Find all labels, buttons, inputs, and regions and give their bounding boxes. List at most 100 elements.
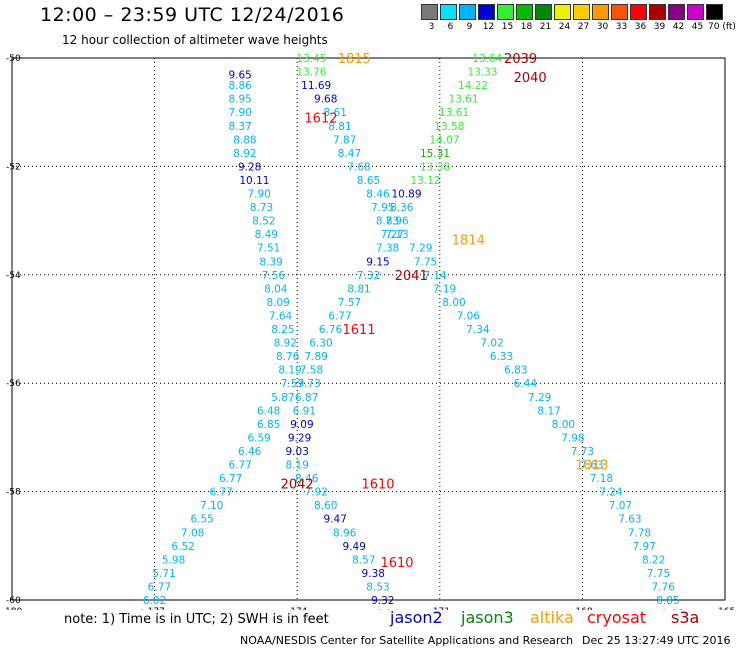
wave-height-label: 7.13 — [385, 229, 408, 241]
colorbar-swatch — [706, 4, 723, 20]
wave-height-label: 10.89 — [391, 189, 421, 201]
wave-height-label: 7.07 — [609, 500, 632, 512]
legend-item-jason3: jason3 — [461, 608, 514, 627]
wave-height-label: 8.53 — [366, 581, 389, 593]
y-tick-label: -60 — [6, 596, 21, 606]
colorbar-swatch — [554, 4, 571, 20]
wave-height-label: 6.91 — [293, 405, 316, 417]
wave-height-label: 13.38 — [420, 161, 450, 173]
pass-time-label: 1610 — [361, 477, 394, 492]
colorbar-swatch — [611, 4, 628, 20]
wave-height-label: 15.31 — [420, 148, 450, 160]
wave-height-label: 9.29 — [288, 432, 311, 444]
colorbar-label: 12 — [482, 22, 495, 32]
wave-height-label: 10.11 — [239, 175, 269, 187]
credit-line: NOAA/NESDIS Center for Satellite Applica… — [240, 634, 574, 647]
colorbar-label: 15 — [501, 22, 514, 32]
wave-height-label: 7.18 — [590, 473, 613, 485]
legend-item-cryosat: cryosat — [587, 608, 647, 627]
wave-height-label: 8.19 — [278, 365, 301, 377]
wave-height-label: 7.32 — [357, 270, 380, 282]
wave-height-label: 11.69 — [301, 80, 331, 92]
generation-timestamp: Dec 25 13:27:49 UTC 2016 — [582, 634, 731, 647]
wave-height-label: 8.61 — [324, 107, 347, 119]
wave-height-label: 7.89 — [305, 351, 328, 363]
wave-height-label: 8.60 — [314, 500, 337, 512]
map-subtitle: 12 hour collection of altimeter wave hei… — [62, 33, 328, 47]
wave-height-label: 8.04 — [264, 283, 288, 295]
colorbar-swatch — [421, 4, 438, 20]
wave-height-label: 8.46 — [295, 473, 319, 485]
wave-height-label: 7.29 — [528, 392, 551, 404]
wave-height-label: 14.22 — [458, 80, 488, 92]
wave-height-label: 9.68 — [314, 94, 337, 106]
pass-time-label: 1813 — [575, 459, 608, 474]
legend-item-s3a: s3a — [671, 608, 700, 627]
wave-height-label: 13.33 — [468, 67, 498, 79]
wave-height-label: 13.76 — [296, 67, 326, 79]
wave-height-label: 8.46 — [366, 189, 390, 201]
x-tick-label: -165 — [715, 607, 735, 610]
wave-height-label: 7.06 — [457, 310, 481, 322]
y-tick-label: -54 — [6, 271, 21, 281]
wave-height-label: 9.15 — [366, 256, 389, 268]
colorbar-swatch — [535, 4, 552, 20]
pass-time-label: 1815 — [338, 52, 371, 67]
wave-height-label: 7.98 — [561, 432, 584, 444]
wave-height-label: 8.22 — [642, 554, 665, 566]
plot-frame — [11, 57, 726, 601]
wave-height-label: 6.52 — [171, 541, 194, 553]
wave-height-label: 7.57 — [338, 297, 361, 309]
legend-item-altika: altika — [530, 608, 574, 627]
altimeter-map: -180 -177 -174 -171 -168 -165 -50 -52 -54 -56 -58 -… — [2, 52, 735, 610]
wave-height-label: 8.57 — [352, 554, 375, 566]
map-title: 12:00 – 23:59 UTC 12/24/2016 — [40, 4, 345, 26]
colorbar-label: 27 — [577, 22, 590, 32]
wave-height-label: 7.78 — [628, 527, 651, 539]
wave-height-label: 13.12 — [411, 175, 441, 187]
pass-time-label: 1611 — [342, 323, 375, 338]
wave-height-label: 8.00 — [552, 419, 575, 431]
colorbar-swatch — [687, 4, 704, 20]
colorbar-swatch — [516, 4, 533, 20]
pass-time-label: 1814 — [452, 234, 485, 249]
y-tick-label: -56 — [6, 379, 21, 389]
wave-height-label: 6.33 — [490, 351, 513, 363]
wave-height-label: 7.75 — [647, 568, 670, 580]
wave-height-label: 8.92 — [274, 338, 297, 350]
wave-height-label: 7.96 — [385, 216, 409, 228]
wave-height-label: 8.92 — [233, 148, 256, 160]
colorbar-swatch — [630, 4, 647, 20]
wave-height-label: 9.49 — [343, 541, 366, 553]
pass-time-label: 1610 — [380, 556, 413, 571]
x-tick-label: -171 — [430, 607, 450, 610]
wave-height-label: 8.52 — [252, 216, 275, 228]
wave-height-label: 8.15 — [661, 609, 684, 610]
wave-height-label: 7.68 — [347, 161, 370, 173]
colorbar-label: 30 — [596, 22, 609, 32]
wave-height-label: 6.87 — [295, 392, 318, 404]
wave-height-label: 7.64 — [269, 310, 293, 322]
wave-height-label: 8.76 — [276, 351, 300, 363]
colorbar-label: 33 — [615, 22, 628, 32]
wave-height-label: 7.24 — [599, 487, 623, 499]
colorbar-swatch — [459, 4, 476, 20]
wave-height-label: 7.08 — [181, 527, 204, 539]
wave-height-label: 6.77 — [228, 460, 251, 472]
x-tick-label: -174 — [287, 607, 308, 610]
colorbar-label: 21 — [539, 22, 552, 32]
x-tick-label: -180 — [2, 607, 23, 610]
wave-height-label: 8.85 — [656, 595, 679, 607]
wave-height-label: 7.34 — [466, 324, 490, 336]
wave-height-label: 7.19 — [433, 283, 456, 295]
x-tick-label: -177 — [144, 607, 164, 610]
wave-height-label: 8.81 — [347, 283, 370, 295]
colorbar-swatch — [592, 4, 609, 20]
wave-height-label: 9.09 — [290, 419, 313, 431]
wave-height-label: 8.47 — [338, 148, 361, 160]
wave-height-label: 8.96 — [333, 527, 357, 539]
y-tick-label: -52 — [6, 162, 21, 172]
wave-height-label: 7.95 — [371, 202, 394, 214]
pass-time-label: 2041 — [395, 269, 428, 284]
wave-height-label: 13.58 — [434, 121, 464, 133]
